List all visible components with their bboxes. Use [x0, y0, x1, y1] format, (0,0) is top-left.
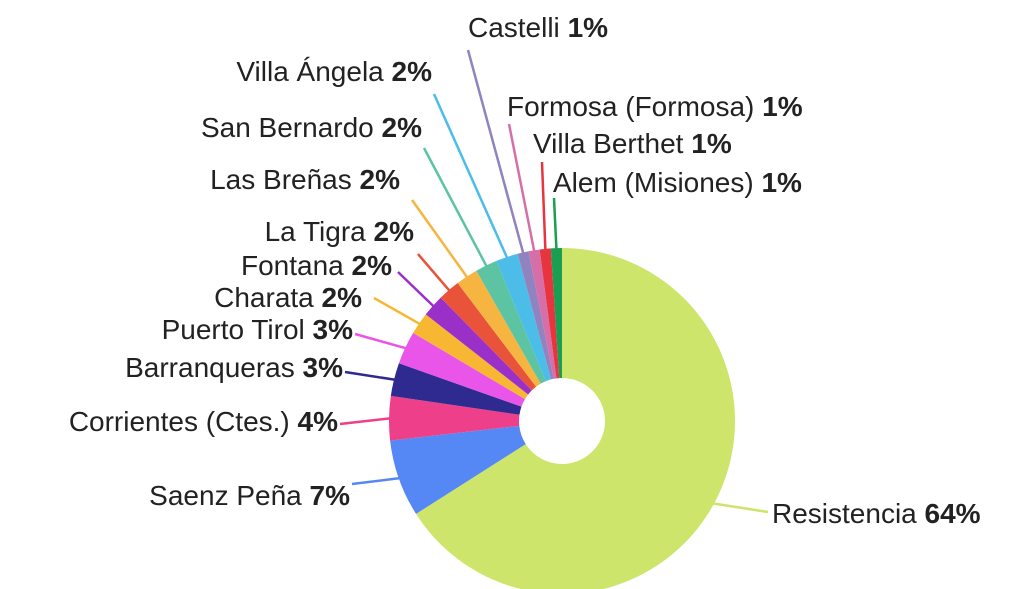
- slice: [496, 253, 551, 382]
- label-value: 1%: [691, 128, 732, 159]
- label-value: 2%: [360, 164, 401, 195]
- leader-line: [432, 93, 509, 260]
- data-label: Resistencia 64%: [772, 498, 981, 529]
- data-label: Villa Ángela 2%: [236, 56, 432, 87]
- data-label: Puerto Tirol 3%: [162, 314, 354, 345]
- label-name: Formosa (Formosa): [507, 91, 754, 122]
- label-value: 2%: [352, 250, 393, 281]
- leader-line: [422, 147, 489, 268]
- leader-line: [417, 253, 452, 293]
- label-value: 1%: [568, 12, 609, 43]
- slice: [398, 332, 525, 407]
- label-value: 7%: [310, 480, 351, 511]
- label-name: Barranqueras: [125, 352, 295, 383]
- leader-line: [397, 271, 436, 309]
- slice: [550, 248, 562, 379]
- label-value: 1%: [762, 91, 803, 122]
- label-name: Charata: [214, 282, 314, 313]
- leader-line: [507, 123, 536, 253]
- data-label: Alem (Misiones) 1%: [553, 167, 802, 198]
- label-value: 64%: [925, 498, 981, 529]
- slice: [528, 249, 557, 379]
- data-label: Villa Berthet 1%: [533, 128, 732, 159]
- label-value: 2%: [392, 56, 433, 87]
- slice: [425, 297, 532, 395]
- label-name: Corrientes (Ctes.): [69, 406, 290, 437]
- slice: [517, 251, 554, 380]
- label-value: 2%: [382, 112, 423, 143]
- data-label: San Bernardo 2%: [201, 112, 422, 143]
- label-name: Villa Berthet: [533, 128, 684, 159]
- label-name: Resistencia: [772, 498, 917, 529]
- leader-line: [410, 199, 469, 279]
- slice: [390, 363, 522, 415]
- data-label: Corrientes (Ctes.) 4%: [69, 406, 338, 437]
- leader-line: [552, 197, 558, 251]
- label-name: Villa Ángela: [236, 56, 384, 87]
- leader-line: [711, 502, 769, 514]
- slice: [389, 395, 520, 441]
- data-label: Castelli 1%: [468, 12, 608, 43]
- slice: [390, 425, 526, 514]
- data-label: Formosa (Formosa) 1%: [507, 91, 803, 122]
- label-value: 2%: [374, 216, 415, 247]
- data-label: Las Breñas 2%: [210, 164, 400, 195]
- label-value: 4%: [298, 406, 339, 437]
- slice: [476, 260, 546, 384]
- label-value: 1%: [761, 167, 802, 198]
- label-value: 3%: [313, 314, 354, 345]
- leader-line: [354, 332, 408, 350]
- data-label: Saenz Peña 7%: [149, 480, 350, 511]
- leader-line: [351, 476, 401, 486]
- data-label: Barranqueras 3%: [125, 352, 343, 383]
- slice: [457, 270, 541, 387]
- label-name: Puerto Tirol: [162, 314, 305, 345]
- leader-line: [339, 416, 392, 426]
- label-value: 3%: [303, 352, 344, 383]
- slice: [416, 248, 735, 589]
- label-name: La Tigra: [265, 216, 367, 247]
- slice: [413, 314, 529, 400]
- leader-line: [540, 161, 547, 251]
- label-name: Fontana: [241, 250, 344, 281]
- slice: [440, 283, 537, 391]
- label-name: Saenz Peña: [149, 480, 302, 511]
- leader-line: [373, 296, 422, 326]
- data-label: Charata 2%: [214, 282, 362, 313]
- leader-line: [344, 370, 397, 382]
- label-value: 2%: [322, 282, 363, 313]
- label-name: Castelli: [468, 12, 560, 43]
- data-label: Fontana 2%: [241, 250, 392, 281]
- label-name: Las Breñas: [210, 164, 352, 195]
- slice: [539, 248, 560, 379]
- leader-line: [466, 49, 525, 255]
- label-name: San Bernardo: [201, 112, 374, 143]
- label-name: Alem (Misiones): [553, 167, 754, 198]
- data-label: La Tigra 2%: [265, 216, 415, 247]
